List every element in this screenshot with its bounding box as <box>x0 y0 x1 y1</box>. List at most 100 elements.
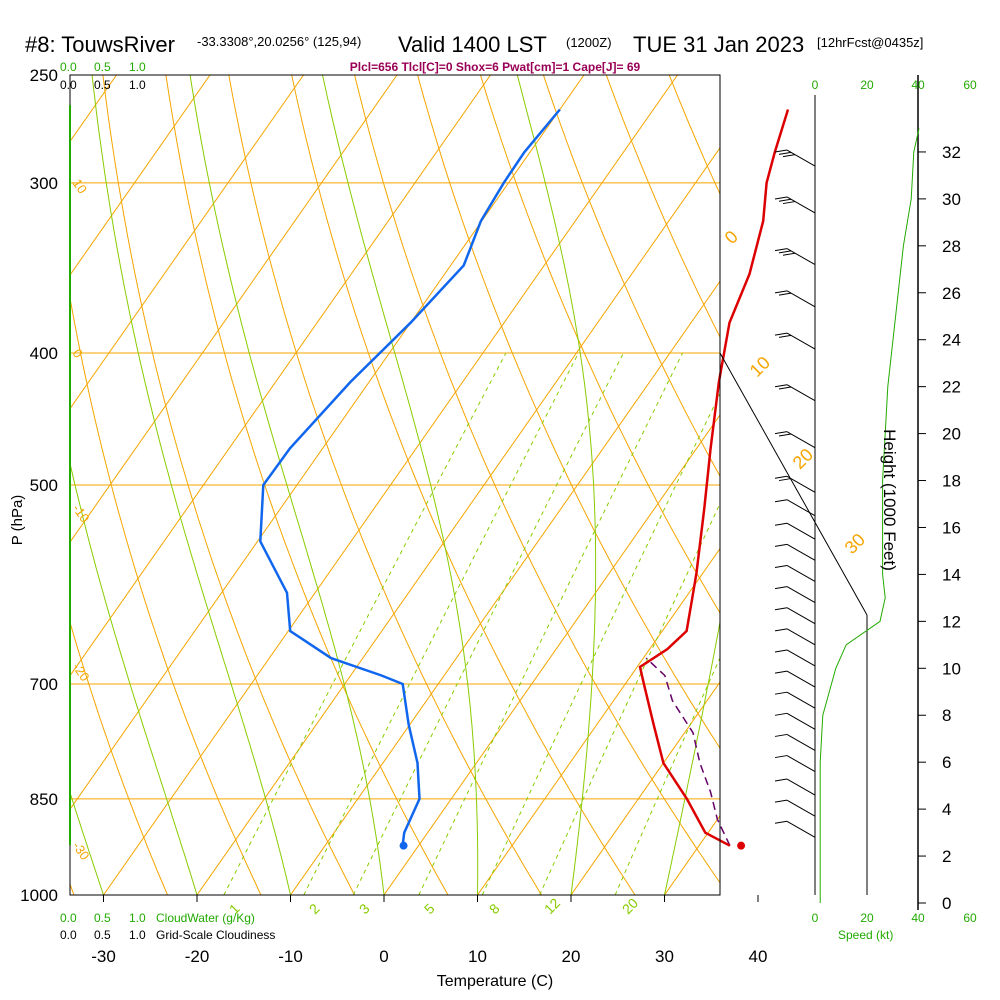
wind-barb-15 <box>786 649 816 667</box>
wind-barb-flag-1-0 <box>774 196 788 200</box>
axes: 1 2 3 5 8 12 200102030100-10-20-30250300400500… <box>20 66 869 966</box>
wind-barb-20 <box>786 755 816 772</box>
speed-scale-bottom-40: 40 <box>911 911 925 925</box>
temp-tick--20: -20 <box>185 947 210 966</box>
wind-barb-flag-5-0 <box>774 384 788 388</box>
wind-barb-21 <box>786 778 816 796</box>
mixing-ratio-label-12: 12 <box>541 895 563 917</box>
cloudiness-scale-bottom-0: 0.0 <box>60 928 77 942</box>
zulu-time: (1200Z) <box>566 35 612 50</box>
dry-adiabat-290 <box>228 75 542 895</box>
cloudwater-scale-bottom-1: 0.5 <box>94 911 111 925</box>
isotherm--20 <box>196 146 720 895</box>
wind-barb-8 <box>786 499 816 517</box>
cloudiness-scale-top-1: 0.5 <box>94 78 111 92</box>
dry-adiabat-250 <box>70 620 168 895</box>
speed-scale-bottom-0: 0 <box>812 911 819 925</box>
wind-barb-7 <box>786 475 816 493</box>
wind-barb-flag-4-0 <box>774 332 788 336</box>
height-tick-32: 32 <box>942 143 961 162</box>
temp-tick--30: -30 <box>91 947 116 966</box>
dry-adiabat-410 <box>984 75 1000 895</box>
wind-barb-flag-22-0 <box>774 799 788 803</box>
speed-scale-top-20: 20 <box>860 78 874 92</box>
isotherm--30 <box>103 75 678 895</box>
isotherm-10 <box>477 547 720 895</box>
wind-barb-flag-23-0 <box>774 820 788 824</box>
isotherm-label-0: 0 <box>721 227 742 248</box>
wind-barb-0 <box>786 149 816 167</box>
wind-barb-flag-5-1 <box>778 386 792 390</box>
wind-barb-flag-21-0 <box>774 778 788 782</box>
wind-barb-22 <box>786 799 816 817</box>
y-axis-label: P (hPa) <box>9 495 26 546</box>
mixing-ratio-12 <box>539 502 720 895</box>
pressure-tick-400: 400 <box>30 344 58 363</box>
pressure-tick-300: 300 <box>30 174 58 193</box>
height-tick-2: 2 <box>942 847 951 866</box>
temperature-line <box>638 109 790 847</box>
moist-adiabat-30 <box>664 619 720 895</box>
parcel-line <box>645 657 731 847</box>
wind-barb-flag-6-1 <box>778 433 792 437</box>
wind-barb-flag-1-1 <box>778 198 792 202</box>
wind-barb-flag-6-0 <box>774 431 788 435</box>
height-tick-26: 26 <box>942 284 961 303</box>
temp-tick--10: -10 <box>278 947 303 966</box>
speed-scale-bottom-20: 20 <box>860 911 874 925</box>
wind-barb-flag-20-0 <box>774 755 788 759</box>
temp-tick-0: 0 <box>379 947 388 966</box>
valid-date: TUE 31 Jan 2023 <box>633 32 804 57</box>
valid-time: Valid 1400 LST <box>398 32 547 57</box>
wind-barb-flag-2-2 <box>782 252 796 256</box>
thermo-grid <box>0 75 1000 895</box>
wind-barb-flag-7-1 <box>778 478 792 482</box>
moist-adiabat-0 <box>189 75 385 895</box>
wind-barb-flag-0-2 <box>782 154 796 158</box>
temp-tick-40: 40 <box>749 947 768 966</box>
moist-adiabat--30 <box>70 790 104 895</box>
wind-barb-flag-15-0 <box>774 649 788 653</box>
mixing-ratio-1 <box>223 352 507 895</box>
wind-barb-14 <box>786 628 816 646</box>
speed-label: Speed (kt) <box>838 928 893 942</box>
adiabat-label-520: -10 <box>70 501 93 525</box>
dry-adiabat-390 <box>858 75 1000 895</box>
dry-adiabat-260 <box>70 295 262 895</box>
wind-barb-17 <box>786 691 816 709</box>
cloudwater-scale-bottom-2: 1.0 <box>129 911 146 925</box>
height-tick-24: 24 <box>942 331 961 350</box>
pressure-tick-700: 700 <box>30 675 58 694</box>
cloudwater-scale-top-1: 0.5 <box>94 60 111 74</box>
dry-adiabat-340 <box>542 75 720 478</box>
isotherm--100 <box>0 75 23 895</box>
mixing-ratio-label-5: 5 <box>421 900 438 917</box>
moist-adiabat-10 <box>322 75 479 895</box>
dry-adiabat-330 <box>480 75 720 614</box>
wind-barb-flag-0-0 <box>774 149 788 153</box>
wind-barb-flag-2-0 <box>774 248 788 252</box>
wind-barb-9 <box>786 522 816 540</box>
height-tick-14: 14 <box>942 565 961 584</box>
wind-barb-flag-18-0 <box>774 712 788 716</box>
moist-adiabat--10 <box>91 75 291 895</box>
cloudwater-scale-bottom-0: 0.0 <box>60 911 77 925</box>
cloudiness-scale-top-0: 0.0 <box>60 78 77 92</box>
wind-barb-flag-3-0 <box>774 290 788 294</box>
adiabat-label-680: -20 <box>70 660 93 684</box>
mixing-ratio-label-3: 3 <box>356 900 373 917</box>
wind-barb-flag-2-1 <box>778 250 792 254</box>
height-tick-22: 22 <box>942 378 961 397</box>
sounding-parameters: Plcl=656 Tlcl[C]=0 Shox=6 Pwat[cm]=1 Cap… <box>350 60 641 74</box>
wind-barb-2 <box>786 248 816 266</box>
sounding-profiles <box>259 108 790 850</box>
wind-barb-11 <box>786 565 816 582</box>
isotherm-label-20: 20 <box>789 445 817 473</box>
speed-scale-bottom-60: 60 <box>963 911 977 925</box>
wind-barb-10 <box>786 543 816 561</box>
moist-adiabat--20 <box>70 461 198 895</box>
wind-barb-flag-11-0 <box>774 564 788 568</box>
mixing-ratio-20 <box>614 656 720 895</box>
wind-barb-18 <box>786 712 816 730</box>
mixing-ratio-3 <box>352 352 624 895</box>
